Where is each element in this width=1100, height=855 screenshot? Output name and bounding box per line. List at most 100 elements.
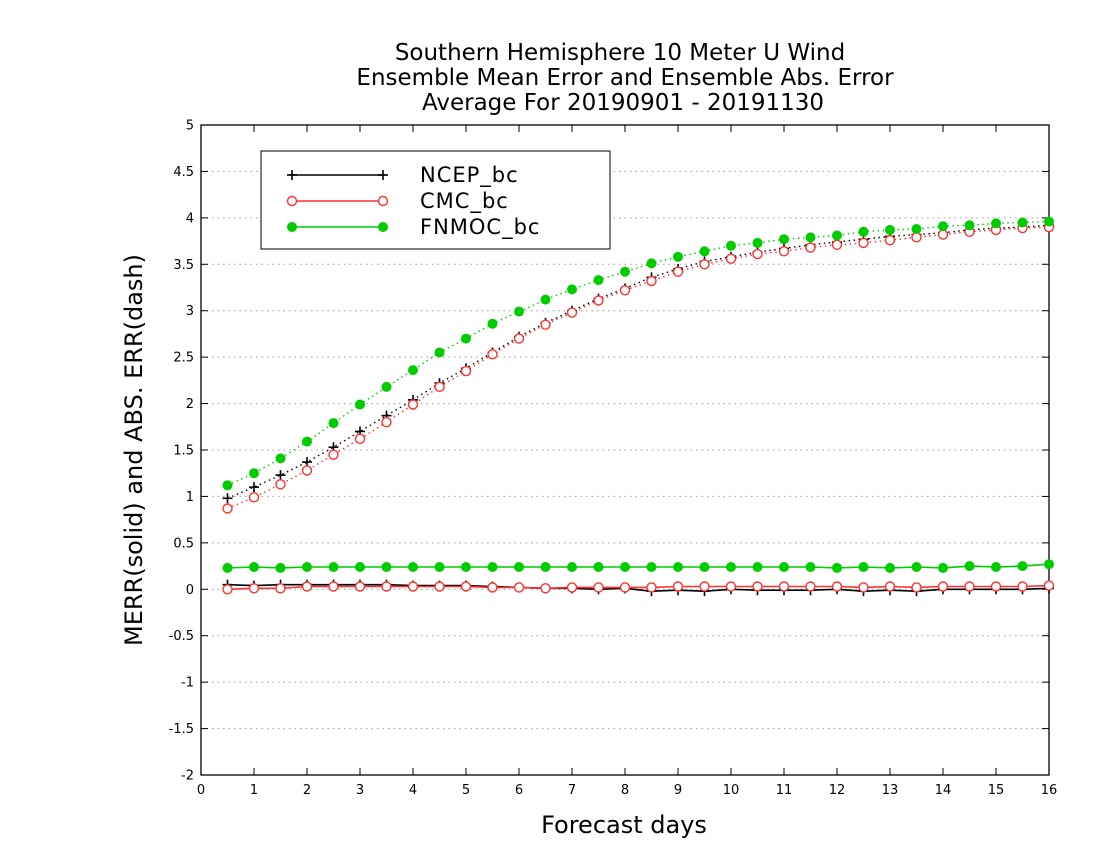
legend-label: FNMOC_bc	[420, 215, 540, 240]
point	[805, 562, 816, 572]
point	[673, 562, 683, 572]
x-tick-label: 10	[723, 783, 740, 798]
point	[378, 222, 388, 232]
point	[990, 581, 1002, 592]
point	[593, 562, 604, 572]
point	[513, 582, 525, 593]
point	[1044, 559, 1054, 570]
point	[540, 294, 551, 305]
point	[222, 493, 233, 504]
point	[514, 562, 524, 572]
point	[937, 229, 949, 240]
point	[302, 562, 312, 572]
point	[328, 562, 339, 572]
point	[938, 562, 948, 573]
y-tick-label: 3.5	[173, 258, 194, 273]
series-FNMOC_bc	[222, 216, 1054, 573]
point	[805, 581, 816, 592]
point	[461, 562, 471, 572]
point	[646, 275, 657, 287]
x-tick-label: 6	[515, 783, 523, 798]
point	[884, 234, 896, 246]
point	[222, 584, 233, 595]
point	[672, 581, 684, 592]
point	[287, 170, 297, 180]
point	[752, 237, 763, 248]
point	[805, 242, 816, 253]
x-axis-label: Forecast days	[541, 811, 707, 839]
point	[858, 582, 869, 593]
y-tick-label: -1.5	[169, 722, 194, 737]
point	[249, 482, 259, 493]
point	[726, 562, 736, 572]
merr-line	[227, 584, 1050, 591]
point	[620, 266, 630, 277]
point	[301, 465, 313, 476]
point	[487, 562, 498, 572]
point	[286, 195, 298, 207]
chart-title-line-2: Ensemble Mean Error and Ensemble Abs. Er…	[356, 65, 894, 91]
point	[328, 581, 339, 592]
point	[646, 582, 657, 593]
point	[646, 562, 657, 572]
point	[460, 581, 472, 592]
point	[513, 333, 525, 344]
abserr-line	[227, 220, 1050, 486]
y-tick-label: 0	[186, 583, 194, 598]
point	[408, 562, 418, 572]
point	[911, 562, 922, 572]
point	[593, 582, 604, 593]
point	[248, 583, 260, 594]
y-axis-label: MERR(solid) and ABS. ERR(dash)	[120, 254, 148, 646]
chart-title-line-1: Southern Hemisphere 10 Meter U Wind	[395, 40, 845, 66]
x-tick-label: 1	[250, 783, 258, 798]
x-tick-label: 13	[882, 783, 899, 798]
legend-label: NCEP_bc	[420, 163, 519, 188]
point	[779, 562, 789, 572]
point	[222, 480, 233, 491]
point	[540, 319, 551, 330]
axes: -2-1.5-1-0.500.511.522.533.544.550 1 2 3 4 5 6…	[169, 119, 1058, 799]
point	[832, 562, 842, 573]
legend-box	[260, 150, 611, 250]
x-tick-label: 15	[988, 783, 1005, 798]
point	[378, 170, 388, 180]
point	[487, 349, 498, 360]
y-tick-label: 3	[186, 304, 194, 319]
point	[752, 562, 763, 572]
point	[381, 562, 392, 572]
point	[540, 562, 551, 572]
x-tick-label: 5	[462, 783, 470, 798]
point	[646, 258, 657, 269]
point	[1017, 217, 1028, 228]
point	[593, 275, 604, 286]
y-tick-label: 4.5	[173, 165, 194, 180]
point	[567, 562, 577, 572]
point	[461, 333, 471, 344]
point	[249, 468, 259, 479]
legend-entry-NCEP_bc: NCEP_bc	[287, 163, 519, 188]
point	[328, 418, 339, 429]
point	[434, 581, 445, 592]
point	[752, 581, 763, 592]
series-CMC_bc	[222, 221, 1055, 595]
y-tick-label: -0.5	[169, 629, 194, 644]
y-tick-label: 1	[186, 490, 194, 505]
point	[991, 218, 1001, 229]
x-tick-label: 11	[776, 783, 793, 798]
point	[222, 562, 233, 573]
point	[222, 503, 233, 514]
point	[937, 581, 949, 592]
point	[964, 561, 975, 572]
point	[619, 582, 631, 593]
point	[328, 449, 339, 460]
point	[434, 381, 445, 393]
chart-title: Southern Hemisphere 10 Meter U Wind Ense…	[356, 40, 894, 116]
gridlines	[201, 170, 1049, 730]
point	[381, 381, 392, 392]
point	[884, 581, 896, 592]
point	[275, 470, 286, 481]
series	[222, 216, 1055, 597]
legend-label: CMC_bc	[420, 189, 509, 214]
